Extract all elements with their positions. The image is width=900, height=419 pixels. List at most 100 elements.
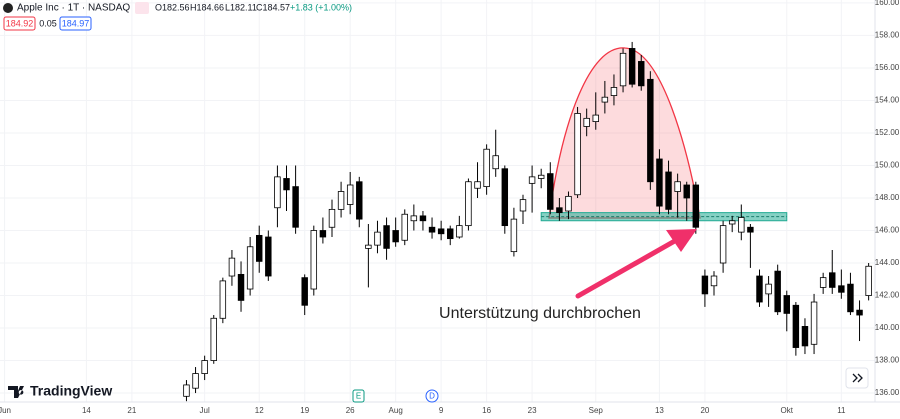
flag[interactable] — [135, 2, 149, 14]
candle-body — [801, 326, 809, 347]
candle-body — [592, 114, 599, 122]
candle-body — [610, 87, 618, 96]
candle-body — [710, 275, 718, 287]
open: O182.56 — [155, 2, 190, 12]
y-tick-label: 152.00 — [875, 128, 900, 137]
candle-body — [638, 61, 645, 87]
y-tick-label: 148.00 — [875, 193, 900, 202]
ask: 184.97 — [62, 18, 90, 28]
x-tick-label: 12 — [255, 406, 264, 415]
x-tick-label: Sep — [589, 406, 604, 415]
candle-body — [256, 234, 263, 262]
candle-body — [601, 96, 609, 103]
candle-body — [756, 275, 763, 303]
logo-text: TradingView — [30, 383, 112, 399]
candle-body — [228, 257, 236, 277]
candle-body — [401, 213, 408, 241]
candle-body — [556, 207, 563, 214]
event-badge[interactable] — [425, 389, 439, 403]
candle-body — [328, 208, 336, 228]
candle-body — [274, 176, 281, 209]
candle-body — [838, 285, 845, 293]
candle-body — [365, 244, 372, 249]
candle-body — [483, 148, 490, 188]
low: L182.11 — [225, 2, 257, 12]
candle-body — [192, 373, 199, 389]
x-tick-label: Jul — [200, 406, 210, 415]
x-tick-label: 11 — [837, 406, 846, 415]
bid: 184.92 — [6, 18, 34, 28]
candle-body — [819, 277, 827, 288]
candle-body — [392, 230, 399, 243]
y-tick-label: 144.00 — [875, 258, 900, 267]
logo: TradingView — [8, 383, 112, 399]
candle-body — [301, 277, 308, 306]
candle-body — [865, 265, 872, 296]
event-label: E — [356, 392, 361, 401]
candle-body — [183, 384, 190, 397]
candle-body — [246, 246, 254, 290]
scroll-icon — [852, 373, 863, 383]
high: H184.66 — [190, 2, 224, 12]
candle-body — [574, 113, 581, 196]
candle-body — [674, 181, 681, 192]
candle-body — [437, 228, 445, 235]
y-tick-label: 160.00 — [875, 0, 900, 7]
header: Apple Inc · 1T · NASDAQ O182.56 H184.66 … — [3, 2, 352, 31]
y-tick-label: 158.00 — [875, 31, 900, 40]
zone-layer — [540, 212, 788, 222]
candle-body — [447, 228, 454, 240]
candle-body — [292, 186, 299, 228]
event-badge[interactable] — [352, 389, 365, 403]
annotation: Unterstützung durchbrochen — [439, 305, 641, 322]
spread: 0.05 — [39, 18, 57, 28]
candle-body — [374, 231, 381, 246]
candle-body — [510, 218, 518, 253]
candle-body — [692, 184, 700, 228]
candle-body — [583, 117, 590, 127]
candle-body — [265, 236, 272, 277]
scroll-button[interactable] — [845, 367, 869, 389]
candle-body — [547, 173, 554, 210]
close: C184.57 — [256, 2, 290, 12]
candle-body — [456, 225, 463, 238]
logo-mark — [8, 386, 24, 398]
candle-body — [792, 304, 800, 348]
y-tick-label: 138.00 — [875, 356, 900, 365]
candle-body — [346, 184, 354, 205]
candle-body — [565, 195, 572, 212]
candle-body — [856, 309, 863, 316]
ask-box[interactable] — [59, 16, 92, 31]
event-d[interactable]: D — [425, 389, 439, 403]
bid-box[interactable] — [3, 16, 36, 31]
candle-body — [219, 280, 227, 319]
candle-body — [428, 226, 436, 233]
candle-body — [747, 226, 754, 233]
change: +1.83 (+1.00%) — [290, 2, 352, 12]
candle-body — [419, 215, 427, 222]
event-e[interactable]: E — [352, 389, 365, 403]
candle-body — [665, 171, 672, 210]
x-tick-label: 20 — [700, 406, 709, 415]
candle-body — [410, 215, 418, 222]
candle-body — [537, 174, 545, 179]
x-tick-label: Okt — [781, 406, 794, 415]
y-tick-label: 154.00 — [875, 96, 900, 105]
candles — [183, 41, 872, 402]
candle-body — [465, 181, 472, 227]
symbol: Apple Inc · 1T · NASDAQ — [17, 3, 130, 14]
candle-body — [528, 176, 536, 184]
y-tick-label: 146.00 — [875, 226, 900, 235]
candle-body — [492, 155, 499, 170]
candle-body — [519, 199, 527, 212]
candle-body — [783, 295, 790, 314]
x-tick-label: 13 — [655, 406, 664, 415]
y-tick-label: 142.00 — [875, 291, 900, 300]
x-tick-label: 23 — [528, 406, 537, 415]
candle-body — [847, 283, 854, 313]
candle-body — [337, 191, 345, 210]
grid — [0, 0, 875, 402]
candle-body — [319, 230, 327, 238]
arrow-head — [666, 229, 697, 252]
